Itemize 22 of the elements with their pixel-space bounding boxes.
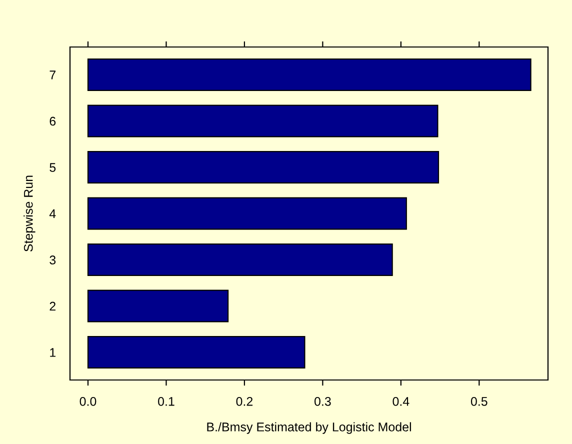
y-tick-label: 4 bbox=[49, 209, 56, 218]
bar bbox=[87, 336, 306, 369]
bar bbox=[87, 150, 440, 184]
x-tick-label: 0.2 bbox=[236, 396, 253, 406]
bar bbox=[87, 243, 393, 276]
y-tick-label: 7 bbox=[50, 70, 56, 80]
y-tick-label: 3 bbox=[50, 256, 56, 264]
bar bbox=[87, 290, 229, 322]
x-tick-label: 0.3 bbox=[314, 396, 331, 406]
y-tick-label: 2 bbox=[50, 302, 56, 311]
y-tick-label: 1 bbox=[50, 348, 56, 357]
x-tick-label: 0.5 bbox=[470, 396, 488, 406]
y-tick-label: 5 bbox=[50, 163, 56, 172]
bar bbox=[87, 197, 407, 230]
y-axis-title: Stepwise Run bbox=[24, 176, 36, 252]
bar bbox=[87, 104, 438, 138]
x-axis-title: B./Bmsy Estimated by Logistic Model bbox=[207, 422, 411, 434]
x-tick-label: 0.0 bbox=[80, 396, 96, 406]
bar bbox=[87, 58, 532, 92]
x-tick-label: 0.1 bbox=[158, 396, 174, 406]
y-tick-label: 6 bbox=[50, 116, 56, 126]
x-tick-label: 0.4 bbox=[392, 396, 410, 406]
